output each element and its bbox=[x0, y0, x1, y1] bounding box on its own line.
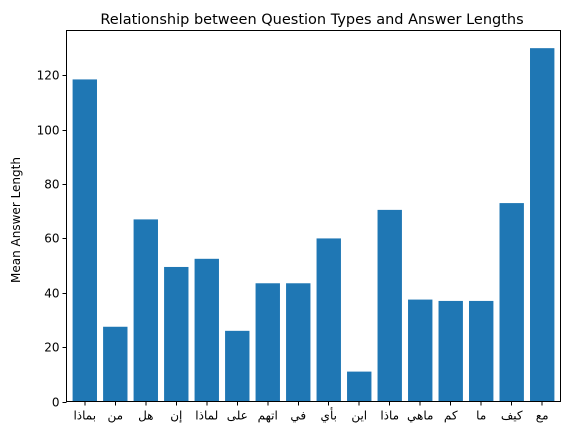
y-tick-label: 100 bbox=[37, 124, 60, 138]
bar bbox=[133, 219, 158, 402]
bar bbox=[438, 300, 463, 402]
plot-frame bbox=[66, 30, 561, 402]
bar bbox=[255, 283, 280, 402]
y-axis-label: Mean Answer Length bbox=[9, 157, 23, 283]
bar bbox=[499, 203, 524, 402]
chart-title: Relationship between Question Types and … bbox=[100, 12, 523, 28]
bar bbox=[225, 330, 250, 402]
x-tick-label: ماهي bbox=[407, 409, 433, 423]
bar bbox=[72, 79, 97, 402]
bar bbox=[316, 238, 341, 402]
x-tick-label: هل bbox=[138, 409, 153, 423]
y-tick-label: 120 bbox=[37, 69, 60, 83]
bar bbox=[347, 371, 372, 402]
x-tick-label: مع bbox=[536, 409, 549, 423]
y-tick-label: 0 bbox=[52, 396, 60, 410]
bars-group bbox=[72, 48, 555, 402]
bar bbox=[530, 48, 555, 402]
y-tick-label: 20 bbox=[44, 341, 59, 355]
y-tick-label: 80 bbox=[44, 178, 59, 192]
x-tick-label: كيف bbox=[501, 409, 523, 423]
y-tick-label: 60 bbox=[44, 232, 59, 246]
bar bbox=[377, 209, 402, 402]
x-tick-label: في bbox=[290, 409, 306, 423]
bar bbox=[408, 299, 433, 402]
bar bbox=[194, 258, 219, 402]
x-axis: بماذا من هل إن لماذا على اتهم في بأي اين ماذا ماهي ك… bbox=[73, 401, 549, 424]
x-tick-label: اتهم bbox=[258, 409, 278, 423]
bar bbox=[469, 300, 494, 402]
bar bbox=[164, 266, 189, 402]
x-tick-label: بأي bbox=[321, 407, 337, 423]
y-tick-label: 40 bbox=[44, 287, 59, 301]
bar bbox=[103, 326, 128, 402]
x-tick-label: على bbox=[227, 409, 248, 423]
y-axis: 0 20 40 60 80 100 120 bbox=[37, 69, 67, 410]
x-tick-label: ما bbox=[476, 409, 486, 423]
x-tick-label: كم bbox=[444, 409, 458, 423]
x-tick-label: ماذا bbox=[380, 409, 399, 423]
x-tick-label: اين bbox=[351, 409, 367, 424]
x-tick-label: لماذا bbox=[195, 409, 218, 423]
bar bbox=[286, 283, 311, 402]
x-tick-label: بماذا bbox=[73, 409, 96, 423]
x-tick-label: من bbox=[108, 409, 124, 424]
x-tick-label: إن bbox=[170, 409, 182, 423]
